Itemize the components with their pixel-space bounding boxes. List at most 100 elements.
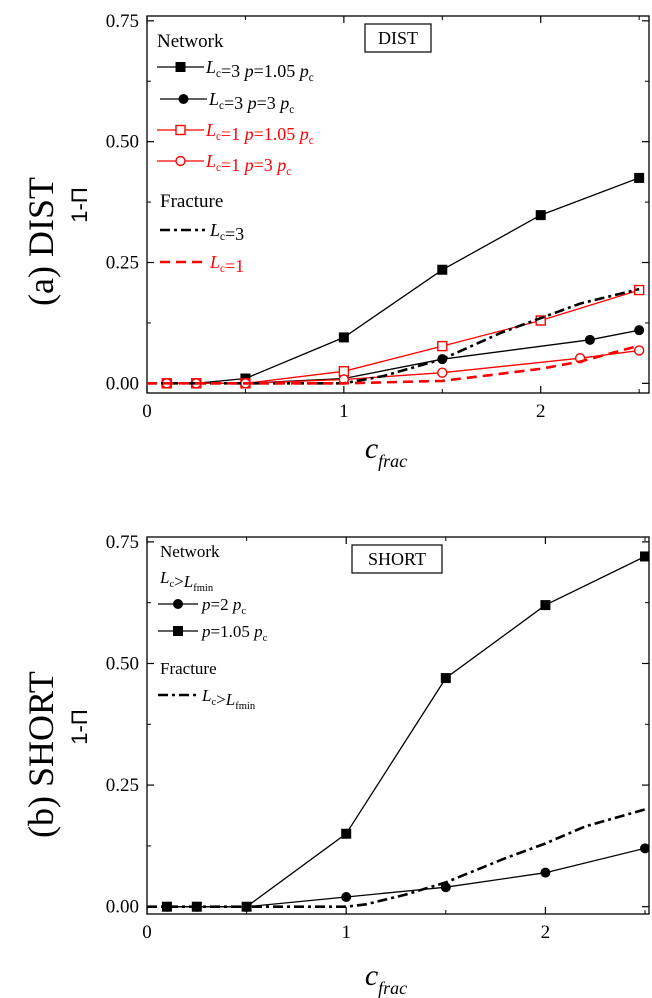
legend-entry-label-part: fmin	[235, 701, 256, 712]
y-tick-label: 0.00	[106, 897, 139, 918]
legend-entry-label-part: c	[286, 166, 291, 178]
data-point	[440, 673, 451, 684]
y-axis-label: 1-Π	[67, 709, 92, 744]
legend-entry-label-part: =1.05	[211, 622, 255, 641]
legend-entry-label-part: L	[208, 89, 219, 109]
regime-box	[364, 23, 432, 53]
regime-box	[351, 544, 443, 574]
x-axis-label: cfrac	[365, 959, 407, 998]
legend-entry-label-part: L	[225, 690, 235, 709]
legend-entry-label: Lc=1	[209, 252, 244, 276]
legend-entry-label-part: c	[220, 263, 225, 275]
legend-entry-label: Lc=1 p=3 pc	[205, 151, 291, 178]
legend-subtitle-part: >	[174, 572, 184, 591]
legend-entry-label-part: c	[309, 72, 314, 84]
x-axis-label-sub: frac	[378, 451, 407, 471]
legend-entry-label-part: p	[253, 622, 263, 641]
chart-panel-a: 0.000.250.500.750 1 21-ΠcfracDISTNetworkLc…	[67, 11, 650, 471]
legend-entry-label: Lc>Lfmin	[201, 686, 256, 712]
legend-entry-label-part: p	[232, 595, 242, 614]
legend-subtitle-part: fmin	[193, 583, 214, 594]
legend-entry-label-part: c	[241, 606, 246, 617]
y-tick-label: 0.50	[106, 653, 139, 674]
legend-entry-label-part: p	[201, 595, 211, 614]
legend-entry-label-part: p	[243, 61, 254, 81]
data-point	[437, 340, 448, 352]
legend-entry-label-part: =2	[211, 595, 233, 614]
y-tick-label: 0.50	[106, 132, 139, 153]
legend-entry-label-part: p	[201, 622, 211, 641]
x-tick-label: 2	[536, 401, 546, 422]
legend-entry-label-part: =1	[221, 124, 245, 144]
plot-frame	[146, 15, 650, 394]
panel-b-label: (b) SHORT	[21, 671, 61, 838]
legend-entry-label-part: L	[205, 120, 216, 140]
x-axis-label-main: c	[365, 432, 378, 465]
legend-entry-label-part: c	[309, 135, 314, 147]
legend-title-fracture: Fracture	[160, 191, 223, 212]
y-tick-label: 0.25	[106, 253, 139, 274]
legend-marker	[175, 62, 186, 72]
legend-entry-label-part: L	[205, 57, 216, 77]
data-point	[640, 843, 649, 854]
legend-entry-label-part: c	[219, 100, 224, 112]
legend-entry-label-part: p	[243, 124, 254, 144]
legend-subtitle: Lc>Lfmin	[159, 568, 214, 594]
y-tick-label: 0.25	[106, 775, 139, 796]
legend-entry-label: p=1.05 pc	[201, 622, 268, 644]
y-tick-label: 0.00	[106, 373, 139, 394]
data-point	[540, 600, 551, 611]
legend-entry-label-part: c	[220, 231, 225, 243]
legend-entry-label-part: p	[278, 93, 289, 113]
legend-entry-label: Lc=3 p=1.05 pc	[205, 57, 314, 84]
legend-entry-label-part: p	[246, 93, 257, 113]
legend-entry-label-part: c	[289, 104, 294, 116]
data-point	[440, 882, 451, 893]
legend-entry-label-part: =3	[257, 93, 281, 113]
legend-entry-label-part: =3	[225, 224, 244, 244]
y-tick-label: 0.75	[106, 11, 139, 32]
x-axis-label-main: c	[365, 959, 378, 992]
data-point	[584, 334, 595, 345]
series-line	[166, 847, 646, 908]
data-point	[634, 172, 645, 183]
legend-entry-label-part: >	[216, 690, 226, 709]
legend-entry-label-part: =1.05	[254, 61, 300, 81]
legend-entry-label: Lc=1 p=1.05 pc	[205, 120, 314, 147]
legend-entry-label-part: =1	[225, 256, 244, 276]
plot-frame	[146, 536, 650, 915]
legend-entry-label: Lc=3 p=3 pc	[208, 89, 294, 116]
legend-entry-label-part: L	[201, 686, 211, 705]
x-tick-label: 2	[541, 922, 551, 943]
legend-entry-label-part: =1	[221, 155, 245, 175]
legend-entry-label-part: c	[216, 68, 221, 80]
data-point	[341, 891, 352, 902]
panel-a-label: (a) DIST	[21, 177, 61, 306]
legend-entry-label-part: L	[209, 252, 220, 272]
x-axis-label: cfrac	[365, 432, 407, 471]
regime-box-label: DIST	[378, 28, 418, 48]
data-point	[161, 901, 172, 912]
x-tick-label: 0	[142, 922, 152, 943]
legend-marker	[173, 626, 183, 636]
legend-entry-label-part: =3	[221, 61, 245, 81]
legend-subtitle-part: c	[169, 579, 174, 590]
x-tick-label: 1	[341, 922, 351, 943]
series-line	[166, 177, 640, 384]
series-line	[147, 344, 640, 385]
legend-entry-label-part: =1.05	[254, 124, 300, 144]
data-point	[633, 345, 645, 356]
legend-entry-label-part: c	[211, 697, 216, 708]
data-point	[341, 828, 352, 839]
legend-entry-label-part: c	[216, 162, 221, 174]
legend-marker	[175, 155, 186, 167]
legend-entry-label-part: =3	[224, 93, 248, 113]
data-point	[640, 551, 649, 562]
legend-marker	[178, 94, 189, 104]
legend-marker	[173, 599, 183, 609]
legend-marker	[175, 124, 186, 136]
data-point	[437, 264, 448, 275]
